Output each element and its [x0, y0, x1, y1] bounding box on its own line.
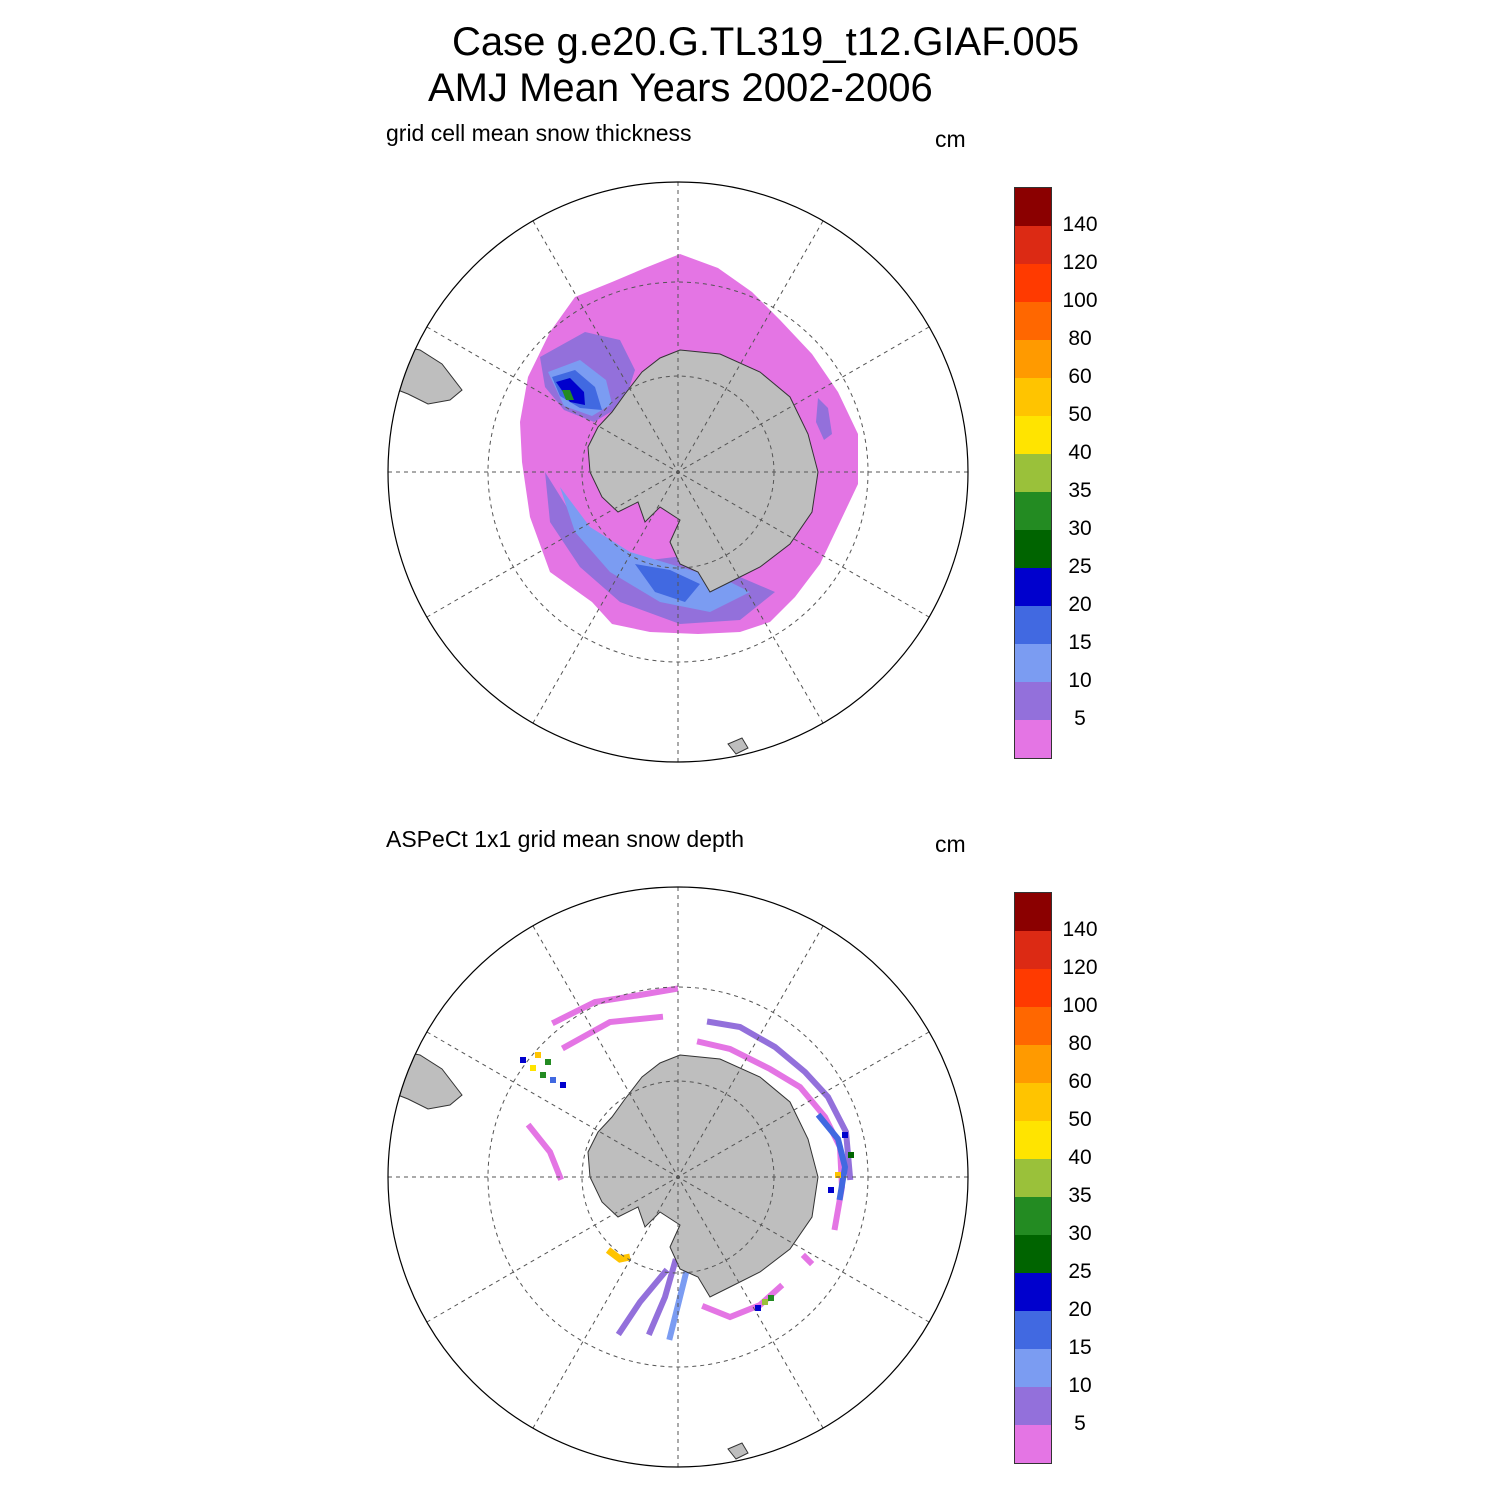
- colorbar-label: 35: [1068, 479, 1092, 502]
- colorbar-cell: [1015, 264, 1051, 302]
- colorbar-label: 5: [1074, 1412, 1086, 1435]
- colorbar-cell: [1015, 492, 1051, 530]
- obs-points-east: [828, 1132, 854, 1193]
- colorbar-cell: [1015, 1349, 1051, 1387]
- obs-track: [560, 1013, 664, 1052]
- colorbar-label: 140: [1062, 918, 1098, 941]
- colorbar-label: 30: [1068, 1222, 1092, 1245]
- colorbar-cell: [1015, 1121, 1051, 1159]
- colorbar-panel1: [1014, 187, 1052, 759]
- colorbar-cell: [1015, 340, 1051, 378]
- colorbar-label: 10: [1068, 1374, 1092, 1397]
- colorbar-label: 50: [1068, 1108, 1092, 1131]
- colorbar-cell: [1015, 1045, 1051, 1083]
- antarctica-land: [587, 1054, 819, 1298]
- south-america-land: [388, 341, 463, 405]
- colorbar-cell: [1015, 1387, 1051, 1425]
- obs-track: [800, 1252, 815, 1267]
- obs-track: [550, 985, 679, 1027]
- colorbar-label: 50: [1068, 403, 1092, 426]
- case-title: Case g.e20.G.TL319_t12.GIAF.005: [452, 20, 1080, 64]
- obs-track: [525, 1122, 564, 1181]
- colorbar-cell: [1015, 302, 1051, 340]
- colorbar-label: 15: [1068, 631, 1092, 654]
- obs-points-south: [755, 1295, 774, 1311]
- colorbar-cell: [1015, 1311, 1051, 1349]
- colorbar-label: 100: [1062, 289, 1098, 312]
- colorbar-label: 100: [1062, 994, 1098, 1017]
- colorbar-cell: [1015, 530, 1051, 568]
- colorbar-cell: [1015, 969, 1051, 1007]
- colorbar-cell: [1015, 1083, 1051, 1121]
- colorbar-cell: [1015, 568, 1051, 606]
- colorbar-cell: [1015, 644, 1051, 682]
- colorbar-cell: [1015, 378, 1051, 416]
- panel1-title: grid cell mean snow thickness: [386, 120, 692, 146]
- colorbar-cell: [1015, 1007, 1051, 1045]
- antarctica-land: [587, 349, 819, 593]
- colorbar-cell: [1015, 454, 1051, 492]
- colorbar-cell: [1015, 931, 1051, 969]
- colorbar-cell: [1015, 606, 1051, 644]
- colorbar-cell: [1015, 1235, 1051, 1273]
- aspect-snow-map: [387, 886, 969, 1468]
- colorbar-label: 20: [1068, 1298, 1092, 1321]
- colorbar-cell: [1015, 226, 1051, 264]
- ice-band-east: [816, 398, 832, 440]
- colorbar-cell: [1015, 188, 1051, 226]
- colorbar-label: 25: [1068, 1260, 1092, 1283]
- colorbar-cell: [1015, 1273, 1051, 1311]
- colorbar-cell: [1015, 720, 1051, 758]
- colorbar-panel2: [1014, 892, 1052, 1464]
- panel1-unit: cm: [935, 126, 966, 152]
- island-south: [727, 737, 749, 755]
- panel2-title: ASPeCt 1x1 grid mean snow depth: [386, 826, 744, 852]
- colorbar-label: 40: [1068, 1146, 1092, 1169]
- colorbar-label: 60: [1068, 365, 1092, 388]
- colorbar-label: 30: [1068, 517, 1092, 540]
- model-snow-map: [387, 181, 969, 763]
- obs-points-west: [520, 1052, 566, 1088]
- obs-track: [646, 1258, 679, 1336]
- panel2-unit: cm: [935, 831, 966, 857]
- colorbar-cell: [1015, 1425, 1051, 1463]
- colorbar-label: 60: [1068, 1070, 1092, 1093]
- colorbar-cell: [1015, 682, 1051, 720]
- colorbar-cell: [1015, 1159, 1051, 1197]
- obs-track: [615, 1267, 670, 1337]
- colorbar-label: 5: [1074, 707, 1086, 730]
- colorbar-label: 120: [1062, 251, 1098, 274]
- island-south: [727, 1442, 749, 1460]
- south-america-land: [388, 1046, 463, 1110]
- colorbar-label: 140: [1062, 213, 1098, 236]
- colorbar-label: 35: [1068, 1184, 1092, 1207]
- ice-band-30: [562, 390, 574, 400]
- colorbar-label: 25: [1068, 555, 1092, 578]
- colorbar-label: 15: [1068, 1336, 1092, 1359]
- colorbar-label: 120: [1062, 956, 1098, 979]
- ice-band-south-10: [560, 487, 750, 612]
- colorbar-cell: [1015, 1197, 1051, 1235]
- colorbar-cell: [1015, 416, 1051, 454]
- colorbar-label: 80: [1068, 1032, 1092, 1055]
- obs-track-yellow: [605, 1247, 631, 1263]
- ice-band-south-15: [635, 564, 700, 602]
- colorbar-label: 20: [1068, 593, 1092, 616]
- colorbar-label: 10: [1068, 669, 1092, 692]
- obs-track: [815, 1112, 849, 1201]
- colorbar-label: 80: [1068, 327, 1092, 350]
- period-title: AMJ Mean Years 2002-2006: [428, 66, 933, 110]
- colorbar-label: 40: [1068, 441, 1092, 464]
- colorbar-cell: [1015, 893, 1051, 931]
